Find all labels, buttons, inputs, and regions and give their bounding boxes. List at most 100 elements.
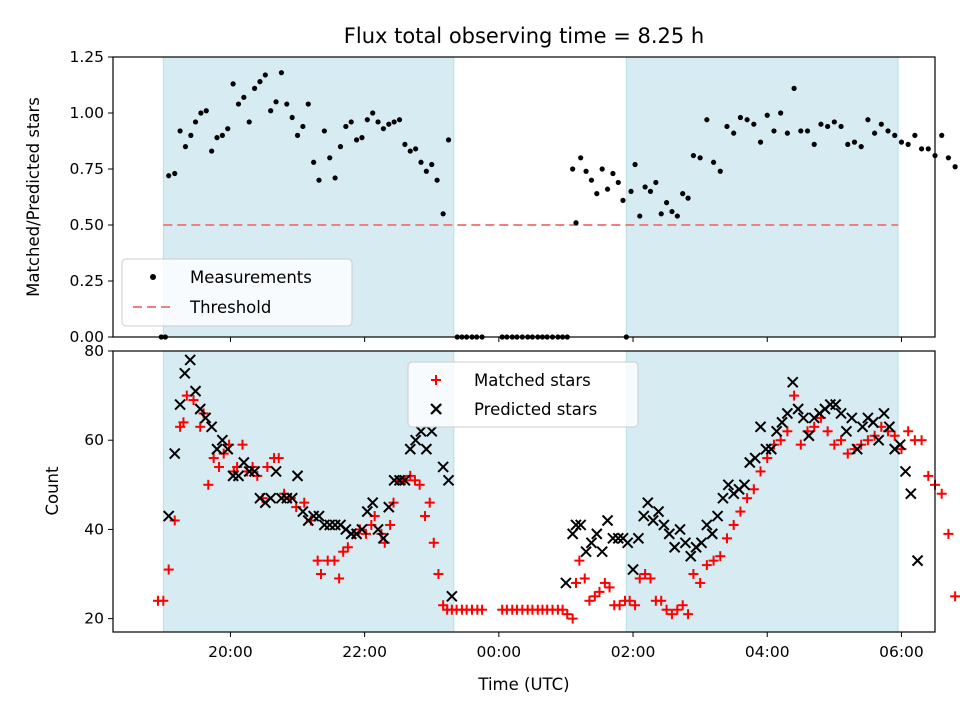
predicted-star-point <box>846 412 858 424</box>
x-tick-label: 02:00 <box>611 643 656 661</box>
predicted-star-mark-b <box>169 447 181 460</box>
matched-star-point <box>661 604 672 615</box>
predicted-star-mark-b <box>642 496 654 509</box>
predicted-star-mark-b <box>415 425 427 437</box>
matched-star-point <box>163 564 174 575</box>
measurement-point <box>230 81 236 87</box>
predicted-star-mark-b <box>668 541 681 553</box>
matched-star-point <box>557 604 568 615</box>
measurement-point <box>710 159 717 165</box>
matched-star-point <box>645 573 656 584</box>
predicted-star-point <box>792 403 804 415</box>
legend-predicted-label: Predicted stars <box>474 400 597 419</box>
predicted-star-point <box>404 443 416 455</box>
predicted-star-mark-b <box>621 537 634 549</box>
measurement-point <box>952 164 958 170</box>
measurement-point <box>669 208 675 215</box>
measurement-point <box>386 121 392 127</box>
predicted-star-point <box>749 452 761 464</box>
predicted-star-point <box>232 470 245 482</box>
matched-star-point <box>562 609 573 620</box>
matched-star-point <box>158 595 169 606</box>
predicted-star-mark-b <box>787 376 799 388</box>
predicted-star-point <box>297 505 309 518</box>
matched-star-point <box>822 426 833 437</box>
predicted-star-mark-b <box>286 492 298 504</box>
predicted-star-mark-b <box>835 407 847 420</box>
measurement-point <box>578 155 584 161</box>
measurement-point <box>311 159 317 165</box>
predicted-star-mark-b <box>905 488 917 500</box>
matched-star-point <box>273 453 284 464</box>
predicted-star-point <box>194 403 206 415</box>
predicted-star-mark-b <box>872 434 885 446</box>
measurement-point <box>348 119 354 125</box>
measurement-point <box>203 108 209 114</box>
predicted-star-mark-b <box>570 519 582 531</box>
matched-star-point <box>409 475 420 486</box>
matched-star-point <box>640 569 651 580</box>
predicted-star-point <box>835 407 847 420</box>
matched-star-point <box>789 390 800 401</box>
predicted-star-mark-b <box>585 537 598 549</box>
predicted-star-point <box>911 554 924 567</box>
measurement-point <box>905 141 911 147</box>
predicted-star-mark-b <box>840 425 853 437</box>
predicted-star-point <box>596 546 608 558</box>
matched-star-point <box>916 435 927 446</box>
matched-star-point <box>630 600 641 611</box>
matched-star-point <box>672 604 683 615</box>
bottom-legend-box <box>407 361 639 428</box>
predicted-star-point <box>383 501 395 513</box>
predicted-star-mark-b <box>846 412 858 424</box>
measurement-point <box>198 110 204 116</box>
measurement-point <box>353 137 360 143</box>
bottom-x-ticks: 20:00 22:00 00:00 02:00 04:00 06:00 <box>208 632 924 661</box>
predicted-star-mark-b <box>383 501 395 513</box>
x-tick-label: 22:00 <box>342 643 387 661</box>
predicted-star-mark-b <box>695 537 708 549</box>
predicted-star-point <box>442 474 455 487</box>
y-tick-label: 1.00 <box>69 104 104 122</box>
predicted-star-mark-b <box>366 496 379 509</box>
predicted-star-mark-b <box>264 492 277 504</box>
predicted-star-point <box>612 532 624 545</box>
matched-star-point <box>316 569 327 580</box>
predicted-star-point <box>248 465 261 478</box>
measurement-point <box>865 117 871 123</box>
measurement-point <box>268 108 274 114</box>
predicted-star-mark-b <box>420 443 433 455</box>
predicted-star-mark-b <box>232 470 245 482</box>
predicted-star-mark-b <box>211 443 223 455</box>
predicted-star-point <box>621 537 634 549</box>
measurement-point <box>278 70 285 76</box>
predicted-star-point <box>738 479 751 491</box>
legend-threshold-label: Threshold <box>189 298 271 317</box>
measurement-point <box>445 137 452 143</box>
measurement-point <box>172 170 178 177</box>
matched-star-point <box>795 439 806 450</box>
matched-star-point <box>923 470 934 481</box>
measurement-point <box>214 135 220 141</box>
matched-star-point <box>735 506 746 517</box>
measurement-point <box>798 128 804 134</box>
predicted-star-mark-b <box>652 505 665 518</box>
predicted-star-point <box>867 416 879 429</box>
matched-star-point <box>574 555 585 566</box>
top-panel: 0.00 0.25 0.50 0.75 1.00 1.25 Matched/Predict… <box>24 48 958 346</box>
predicted-star-point <box>685 550 697 562</box>
measurement-point <box>391 119 397 125</box>
measurement-point <box>316 177 322 183</box>
legend-measurements-marker <box>150 274 156 280</box>
measurement-point <box>599 166 605 172</box>
measurement-point <box>177 128 183 134</box>
predicted-star-mark-b <box>372 523 384 536</box>
predicted-star-mark-b <box>765 443 777 455</box>
measurement-point <box>332 175 338 181</box>
predicted-star-point <box>668 541 681 553</box>
y-tick-label: 0.75 <box>69 160 104 178</box>
predicted-star-point <box>674 523 686 536</box>
predicted-star-mark-b <box>911 554 924 567</box>
shaded-region-2 <box>625 56 899 338</box>
